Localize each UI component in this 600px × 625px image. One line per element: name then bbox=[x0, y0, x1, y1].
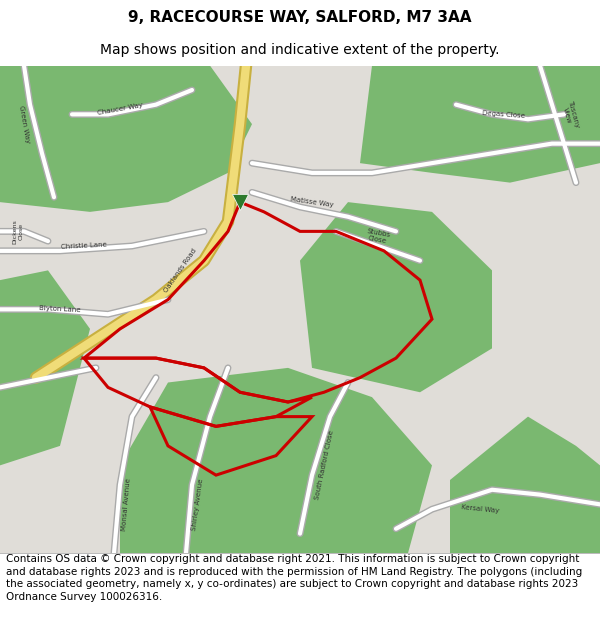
Polygon shape bbox=[0, 66, 252, 212]
Text: Tuscany
View: Tuscany View bbox=[560, 99, 580, 129]
Text: Monsal Avenue: Monsal Avenue bbox=[121, 478, 131, 531]
Text: South Radford Close: South Radford Close bbox=[314, 430, 334, 501]
Text: Dickens
Close: Dickens Close bbox=[13, 219, 23, 244]
Text: Oaklands Road: Oaklands Road bbox=[163, 248, 197, 293]
Text: Chaucer Way: Chaucer Way bbox=[97, 102, 143, 116]
Text: Degas Close: Degas Close bbox=[482, 110, 526, 119]
Text: Kersal Way: Kersal Way bbox=[461, 504, 499, 514]
Text: Matisse Way: Matisse Way bbox=[290, 196, 334, 208]
Polygon shape bbox=[0, 271, 90, 466]
Text: Contains OS data © Crown copyright and database right 2021. This information is : Contains OS data © Crown copyright and d… bbox=[6, 554, 582, 602]
Polygon shape bbox=[120, 368, 432, 553]
Text: Map shows position and indicative extent of the property.: Map shows position and indicative extent… bbox=[100, 43, 500, 57]
Text: Shirley Avenue: Shirley Avenue bbox=[191, 478, 205, 531]
Polygon shape bbox=[300, 202, 492, 392]
Polygon shape bbox=[360, 66, 600, 182]
Polygon shape bbox=[48, 66, 120, 139]
Text: Stubbs
Close: Stubbs Close bbox=[365, 228, 391, 245]
Text: Green Way: Green Way bbox=[18, 105, 30, 143]
Text: Christie Lane: Christie Lane bbox=[61, 242, 107, 250]
Text: 9, RACECOURSE WAY, SALFORD, M7 3AA: 9, RACECOURSE WAY, SALFORD, M7 3AA bbox=[128, 9, 472, 24]
Text: Blyton Lane: Blyton Lane bbox=[39, 305, 81, 314]
Polygon shape bbox=[450, 417, 600, 553]
